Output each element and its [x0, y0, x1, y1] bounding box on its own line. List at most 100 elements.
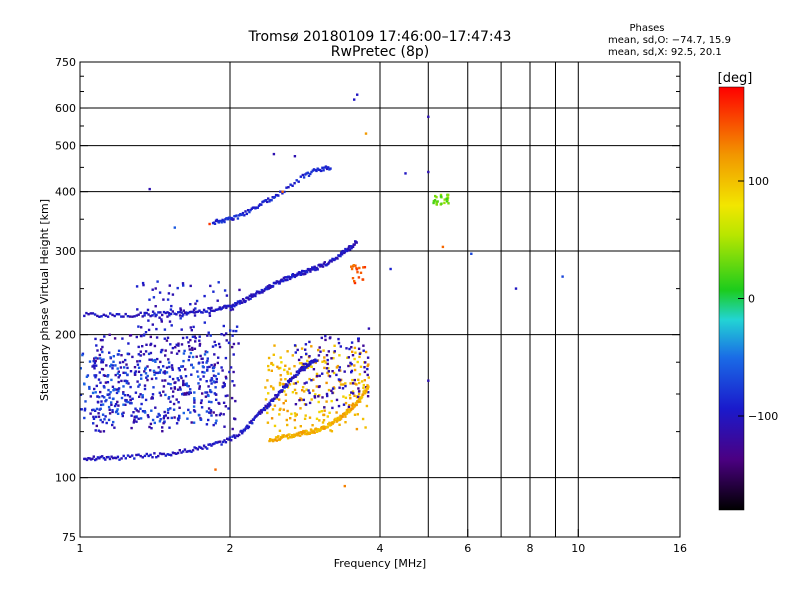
data-point: [166, 315, 169, 318]
data-point: [110, 401, 113, 404]
data-point: [353, 364, 356, 367]
data-point: [240, 213, 243, 217]
data-point: [138, 359, 142, 363]
data-point: [162, 417, 165, 420]
data-point: [173, 386, 176, 389]
data-point: [181, 365, 185, 368]
data-point: [318, 419, 321, 422]
data-point: [147, 352, 151, 356]
data-point: [278, 398, 281, 401]
data-point: [357, 395, 360, 399]
data-point: [329, 167, 332, 170]
data-point: [215, 380, 218, 384]
data-point: [326, 425, 329, 429]
data-point: [221, 385, 224, 389]
data-point: [176, 451, 180, 455]
data-point: [102, 457, 105, 460]
data-point: [311, 431, 314, 434]
data-point: [92, 359, 95, 363]
data-point: [106, 375, 109, 378]
data-point: [312, 267, 316, 270]
data-point: [321, 265, 325, 268]
data-point: [192, 405, 196, 408]
data-point: [289, 378, 292, 381]
data-point: [272, 388, 275, 391]
data-point: [259, 412, 262, 415]
data-point: [173, 312, 176, 315]
data-point: [204, 350, 207, 353]
data-point: [337, 337, 340, 341]
data-point: [231, 380, 234, 383]
data-point: [89, 412, 92, 415]
data-point: [166, 311, 169, 314]
data-point: [192, 421, 196, 424]
data-point: [349, 408, 353, 412]
data-point: [293, 182, 296, 185]
data-point: [145, 452, 148, 456]
data-point: [184, 368, 187, 371]
data-point: [318, 346, 321, 349]
data-point: [115, 388, 118, 391]
data-point: [198, 309, 201, 312]
data-point: [295, 413, 298, 416]
data-point: [260, 203, 263, 206]
data-point: [356, 360, 359, 364]
data-point: [318, 263, 321, 266]
data-point: [133, 371, 137, 375]
data-point: [143, 311, 146, 315]
data-point: [178, 310, 182, 314]
data-point: [95, 384, 98, 388]
data-point: [207, 385, 210, 388]
data-point: [366, 387, 370, 390]
data-point: [126, 454, 130, 457]
data-point: [178, 369, 181, 372]
data-point: [182, 383, 185, 387]
data-point: [207, 394, 210, 398]
data-point: [217, 356, 220, 359]
data-point: [220, 443, 223, 446]
data-point: [427, 115, 430, 118]
data-point: [310, 379, 313, 382]
data-point: [235, 329, 238, 333]
data-point: [175, 352, 179, 355]
data-point: [167, 396, 171, 399]
data-point: [261, 291, 264, 294]
data-point: [204, 310, 207, 313]
data-point: [106, 381, 110, 384]
data-point: [201, 392, 204, 395]
data-point: [364, 350, 368, 354]
data-point: [234, 399, 237, 403]
data-point: [287, 381, 290, 384]
data-point: [307, 431, 310, 434]
data-point: [134, 407, 137, 410]
data-point: [173, 452, 176, 455]
data-point: [270, 362, 273, 365]
data-point: [286, 372, 289, 375]
data-point: [89, 395, 92, 398]
data-point: [170, 454, 173, 457]
data-point: [178, 449, 181, 452]
data-point: [209, 409, 213, 412]
data-point: [156, 280, 159, 283]
data-point: [177, 367, 181, 370]
data-point: [243, 429, 246, 432]
data-point: [92, 417, 96, 420]
data-point: [290, 436, 293, 439]
data-point: [185, 311, 188, 314]
data-point: [352, 264, 355, 267]
data-point: [255, 292, 258, 295]
data-point: [295, 273, 299, 277]
data-point: [157, 366, 160, 369]
data-point: [117, 380, 120, 384]
x-tick-label: 8: [527, 542, 534, 555]
data-point: [332, 357, 335, 360]
data-point: [302, 273, 305, 276]
data-point: [278, 429, 282, 432]
data-point: [168, 375, 172, 378]
data-point: [222, 324, 225, 328]
data-point: [162, 385, 166, 388]
data-point: [225, 377, 228, 380]
data-point: [336, 257, 339, 260]
data-point: [164, 379, 167, 382]
data-point: [309, 270, 312, 273]
